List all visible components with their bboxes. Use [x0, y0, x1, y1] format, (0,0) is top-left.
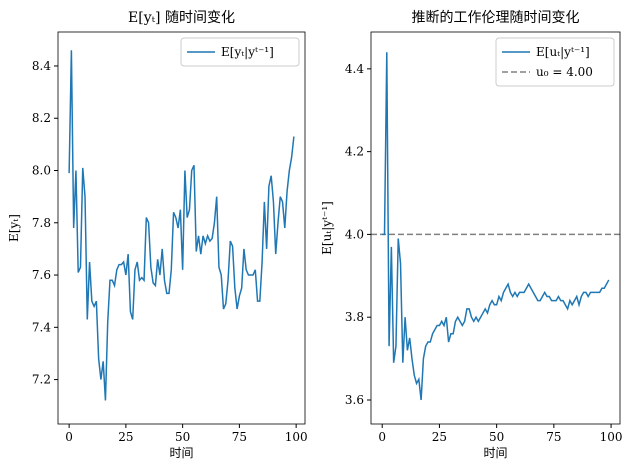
y-tick-label: 8.4	[32, 59, 51, 73]
y-tick-label: 7.4	[32, 320, 51, 334]
y-tick-label: 8.0	[32, 164, 51, 178]
y-tick-label: 7.8	[32, 216, 51, 230]
legend-label: E[yₜ|yᵗ⁻¹]	[221, 45, 274, 59]
y-tick-label: 4.4	[345, 62, 364, 76]
x-axis-label: 时间	[483, 446, 507, 460]
y-tick-label: 8.2	[32, 111, 51, 125]
x-tick-label: 25	[432, 430, 447, 444]
y-tick-label: 7.2	[32, 373, 51, 387]
y-tick-label: 3.6	[345, 393, 364, 407]
x-tick-label: 50	[175, 430, 190, 444]
x-tick-label: 100	[600, 430, 623, 444]
legend-box	[180, 37, 300, 67]
x-tick-label: 100	[285, 430, 308, 444]
y-tick-label: 4.0	[345, 227, 364, 241]
y-tick-label: 4.2	[345, 145, 364, 159]
x-tick-label: 0	[378, 430, 386, 444]
plot-frame	[57, 31, 306, 425]
x-tick-label: 75	[232, 430, 247, 444]
x-axis-label: 时间	[169, 446, 193, 460]
x-tick-label: 25	[118, 430, 133, 444]
y-tick-label: 3.8	[345, 310, 364, 324]
data-line	[382, 52, 610, 401]
x-tick-label: 75	[546, 430, 561, 444]
legend-box	[495, 37, 615, 87]
chart-title: E[yₜ] 随时间变化	[128, 10, 235, 26]
x-tick-label: 50	[489, 430, 504, 444]
y-axis-label: E[yₜ]	[7, 214, 21, 242]
legend-label: u₀ = 4.00	[536, 65, 593, 79]
chart-title: 推断的工作伦理随时间变化	[412, 10, 580, 26]
legend-label: E[uₜ|yᵗ⁻¹]	[536, 45, 590, 59]
y-axis-label: E[uₜ|yᵗ⁻¹]	[320, 201, 334, 255]
data-line	[68, 50, 295, 401]
y-tick-label: 7.6	[32, 268, 51, 282]
x-tick-label: 0	[65, 430, 73, 444]
plot-frame	[370, 31, 621, 425]
